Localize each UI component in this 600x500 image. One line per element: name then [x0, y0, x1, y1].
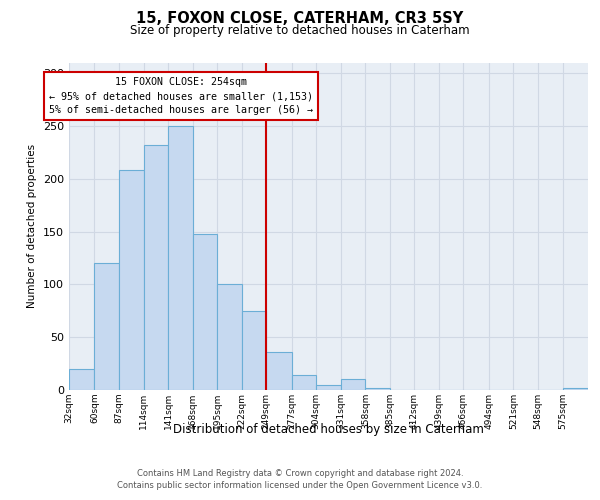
Bar: [341, 380, 365, 390]
Text: Distribution of detached houses by size in Caterham: Distribution of detached houses by size …: [173, 422, 484, 436]
Bar: [316, 384, 341, 390]
Bar: [69, 369, 94, 390]
Text: 15, FOXON CLOSE, CATERHAM, CR3 5SY: 15, FOXON CLOSE, CATERHAM, CR3 5SY: [136, 11, 464, 26]
Text: Size of property relative to detached houses in Caterham: Size of property relative to detached ho…: [130, 24, 470, 37]
Bar: [119, 170, 143, 390]
Bar: [193, 234, 217, 390]
Bar: [168, 126, 193, 390]
Text: Contains public sector information licensed under the Open Government Licence v3: Contains public sector information licen…: [118, 481, 482, 490]
Bar: [563, 388, 588, 390]
Bar: [266, 352, 292, 390]
Y-axis label: Number of detached properties: Number of detached properties: [28, 144, 37, 308]
Bar: [94, 263, 119, 390]
Bar: [143, 145, 168, 390]
Bar: [242, 311, 266, 390]
Bar: [217, 284, 242, 390]
Bar: [365, 388, 390, 390]
Bar: [292, 375, 316, 390]
Text: Contains HM Land Registry data © Crown copyright and database right 2024.: Contains HM Land Registry data © Crown c…: [137, 469, 463, 478]
Text: 15 FOXON CLOSE: 254sqm
← 95% of detached houses are smaller (1,153)
5% of semi-d: 15 FOXON CLOSE: 254sqm ← 95% of detached…: [49, 78, 313, 116]
